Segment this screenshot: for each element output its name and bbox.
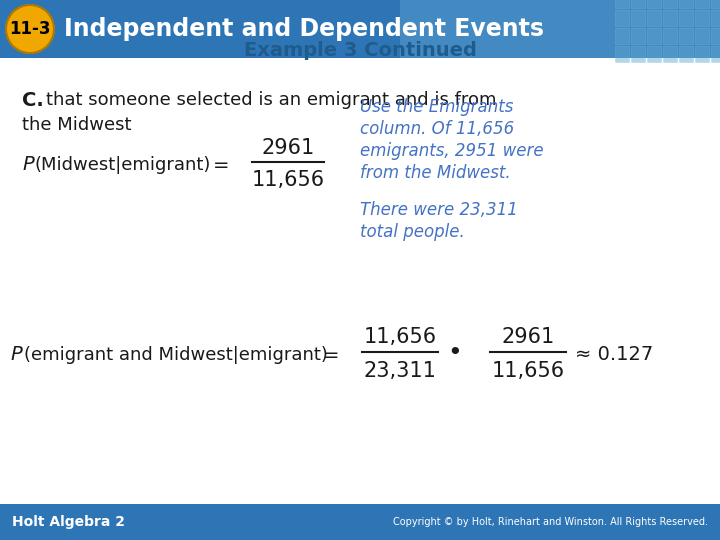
FancyBboxPatch shape bbox=[711, 10, 720, 26]
FancyBboxPatch shape bbox=[647, 0, 661, 8]
Text: total people.: total people. bbox=[360, 223, 464, 241]
FancyBboxPatch shape bbox=[695, 46, 709, 62]
FancyBboxPatch shape bbox=[647, 10, 661, 26]
Text: emigrants, 2951 were: emigrants, 2951 were bbox=[360, 142, 544, 160]
Text: Example 3 Continued: Example 3 Continued bbox=[243, 40, 477, 59]
Text: P: P bbox=[22, 156, 34, 174]
FancyBboxPatch shape bbox=[615, 10, 629, 26]
FancyBboxPatch shape bbox=[0, 0, 720, 58]
Text: 2961: 2961 bbox=[261, 138, 315, 158]
Text: the Midwest: the Midwest bbox=[22, 116, 132, 134]
Text: column. Of 11,656: column. Of 11,656 bbox=[360, 120, 514, 138]
FancyBboxPatch shape bbox=[631, 10, 645, 26]
FancyBboxPatch shape bbox=[631, 28, 645, 44]
Text: =: = bbox=[213, 156, 230, 174]
Text: Copyright © by Holt, Rinehart and Winston. All Rights Reserved.: Copyright © by Holt, Rinehart and Winsto… bbox=[393, 517, 708, 527]
FancyBboxPatch shape bbox=[711, 28, 720, 44]
FancyBboxPatch shape bbox=[647, 28, 661, 44]
Text: P: P bbox=[10, 346, 22, 365]
FancyBboxPatch shape bbox=[679, 0, 693, 8]
Text: that someone selected is an emigrant and is from: that someone selected is an emigrant and… bbox=[46, 91, 497, 109]
FancyBboxPatch shape bbox=[679, 46, 693, 62]
Text: (Midwest|emigrant): (Midwest|emigrant) bbox=[34, 156, 210, 174]
FancyBboxPatch shape bbox=[679, 10, 693, 26]
FancyBboxPatch shape bbox=[631, 0, 645, 8]
Text: ≈ 0.127: ≈ 0.127 bbox=[575, 346, 653, 365]
Text: C.: C. bbox=[22, 91, 44, 110]
FancyBboxPatch shape bbox=[663, 0, 677, 8]
FancyBboxPatch shape bbox=[695, 10, 709, 26]
Text: Independent and Dependent Events: Independent and Dependent Events bbox=[64, 17, 544, 41]
Text: 11,656: 11,656 bbox=[364, 327, 436, 347]
Text: Holt Algebra 2: Holt Algebra 2 bbox=[12, 515, 125, 529]
Text: 11,656: 11,656 bbox=[492, 361, 564, 381]
FancyBboxPatch shape bbox=[615, 28, 629, 44]
Text: 23,311: 23,311 bbox=[364, 361, 436, 381]
FancyBboxPatch shape bbox=[695, 28, 709, 44]
FancyBboxPatch shape bbox=[400, 0, 720, 58]
Text: There were 23,311: There were 23,311 bbox=[360, 201, 518, 219]
FancyBboxPatch shape bbox=[647, 46, 661, 62]
Text: (emigrant and Midwest|emigrant): (emigrant and Midwest|emigrant) bbox=[24, 346, 328, 364]
Text: 11-3: 11-3 bbox=[9, 20, 50, 38]
FancyBboxPatch shape bbox=[631, 46, 645, 62]
Circle shape bbox=[6, 5, 54, 53]
Text: =: = bbox=[323, 346, 340, 365]
FancyBboxPatch shape bbox=[679, 28, 693, 44]
FancyBboxPatch shape bbox=[695, 0, 709, 8]
FancyBboxPatch shape bbox=[0, 504, 720, 540]
Text: from the Midwest.: from the Midwest. bbox=[360, 164, 510, 182]
FancyBboxPatch shape bbox=[615, 46, 629, 62]
FancyBboxPatch shape bbox=[711, 0, 720, 8]
Text: 11,656: 11,656 bbox=[251, 170, 325, 190]
FancyBboxPatch shape bbox=[663, 10, 677, 26]
Text: 2961: 2961 bbox=[501, 327, 554, 347]
FancyBboxPatch shape bbox=[615, 0, 629, 8]
Text: •: • bbox=[448, 341, 462, 365]
FancyBboxPatch shape bbox=[711, 46, 720, 62]
FancyBboxPatch shape bbox=[663, 46, 677, 62]
FancyBboxPatch shape bbox=[663, 28, 677, 44]
Text: Use the Emigrants: Use the Emigrants bbox=[360, 98, 513, 116]
